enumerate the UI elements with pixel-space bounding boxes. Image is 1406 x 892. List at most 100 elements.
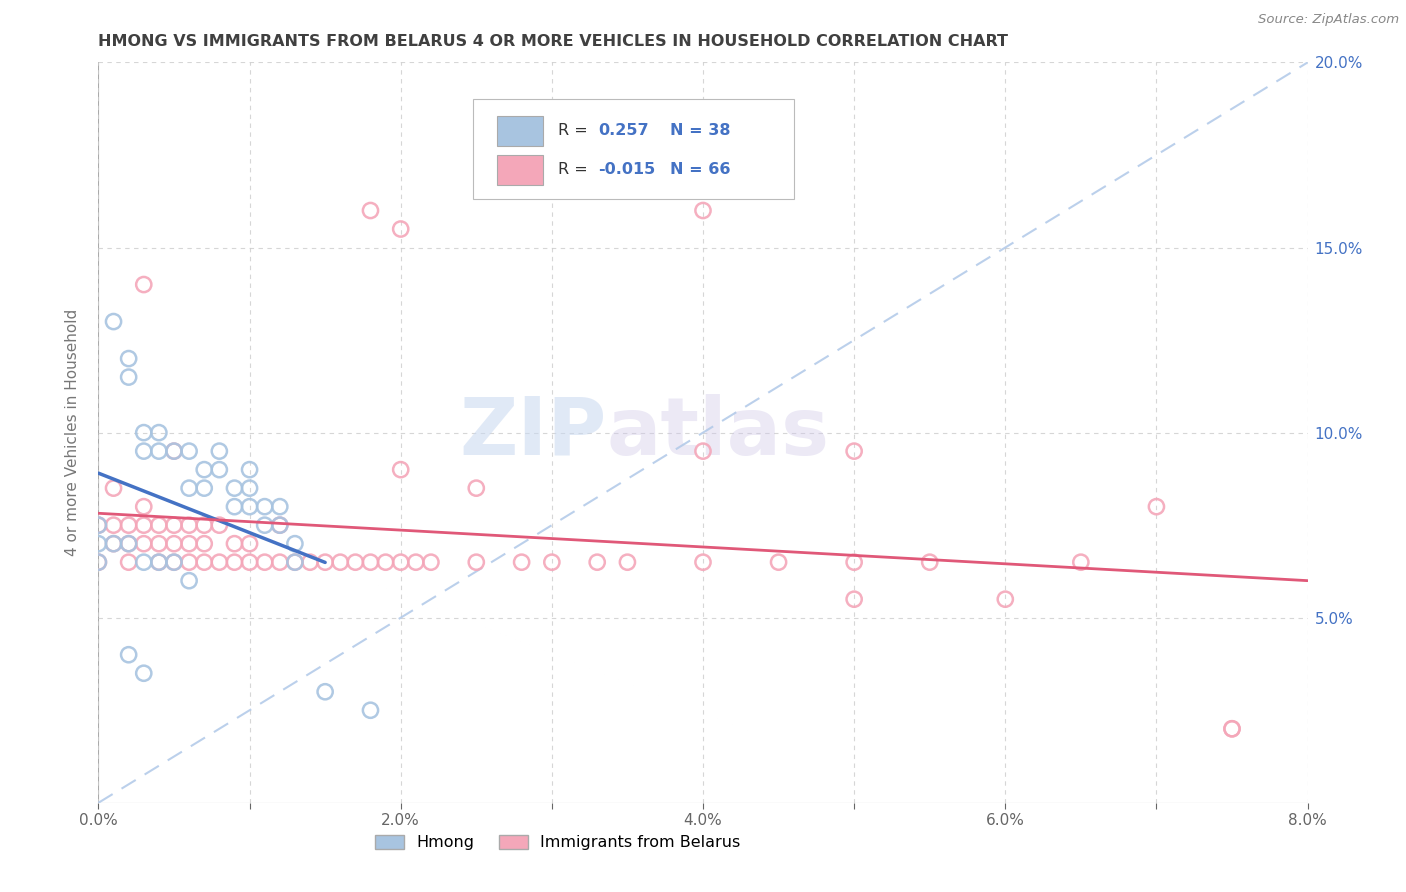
Legend: Hmong, Immigrants from Belarus: Hmong, Immigrants from Belarus [375, 835, 741, 850]
Point [314, 685, 336, 699]
Point [692, 444, 714, 458]
Point [918, 555, 941, 569]
Text: HMONG VS IMMIGRANTS FROM BELARUS 4 OR MORE VEHICLES IN HOUSEHOLD CORRELATION CHA: HMONG VS IMMIGRANTS FROM BELARUS 4 OR MO… [98, 34, 1008, 49]
Point [179, 536, 201, 550]
Y-axis label: 4 or more Vehicles in Household: 4 or more Vehicles in Household [65, 309, 80, 557]
Point [132, 500, 155, 514]
Point [239, 555, 262, 569]
Point [179, 518, 201, 533]
Point [510, 555, 533, 569]
Text: 0.257: 0.257 [598, 123, 648, 138]
Point [163, 518, 186, 533]
Point [1220, 722, 1243, 736]
Point [253, 518, 276, 533]
Point [360, 555, 382, 569]
Point [284, 536, 307, 550]
Point [179, 481, 201, 495]
Point [87, 536, 110, 550]
Point [193, 518, 215, 533]
Point [132, 536, 155, 550]
Text: R =: R = [558, 162, 593, 178]
Point [389, 462, 412, 476]
Point [103, 536, 125, 550]
Point [118, 536, 141, 550]
Point [420, 555, 443, 569]
Text: ZIP: ZIP [458, 393, 606, 472]
Point [239, 462, 262, 476]
Point [360, 703, 382, 717]
Point [87, 555, 110, 569]
Point [389, 555, 412, 569]
Point [844, 444, 866, 458]
Point [163, 555, 186, 569]
Point [103, 536, 125, 550]
Point [224, 555, 246, 569]
Point [118, 648, 141, 662]
Point [224, 481, 246, 495]
Point [208, 518, 231, 533]
Point [132, 277, 155, 292]
Point [253, 500, 276, 514]
Point [179, 444, 201, 458]
Point [465, 555, 488, 569]
Point [284, 555, 307, 569]
Point [103, 314, 125, 328]
Point [163, 536, 186, 550]
Point [163, 444, 186, 458]
Point [1220, 722, 1243, 736]
FancyBboxPatch shape [474, 99, 793, 200]
Point [208, 462, 231, 476]
Point [132, 555, 155, 569]
Point [179, 555, 201, 569]
Point [148, 555, 170, 569]
Point [148, 536, 170, 550]
Point [208, 555, 231, 569]
Point [768, 555, 790, 569]
Text: Source: ZipAtlas.com: Source: ZipAtlas.com [1258, 13, 1399, 27]
Point [344, 555, 367, 569]
Point [193, 555, 215, 569]
Point [193, 462, 215, 476]
Text: N = 38: N = 38 [671, 123, 731, 138]
Point [148, 555, 170, 569]
Point [1146, 500, 1168, 514]
Point [193, 481, 215, 495]
Point [360, 203, 382, 218]
Text: N = 66: N = 66 [671, 162, 731, 178]
Point [118, 536, 141, 550]
Point [239, 536, 262, 550]
Point [118, 518, 141, 533]
Point [132, 425, 155, 440]
Point [329, 555, 352, 569]
Point [208, 444, 231, 458]
Point [118, 351, 141, 366]
Point [405, 555, 427, 569]
Point [224, 536, 246, 550]
Point [118, 370, 141, 384]
Point [844, 555, 866, 569]
Point [314, 555, 336, 569]
Point [540, 555, 562, 569]
Bar [498, 155, 543, 185]
Bar [498, 116, 543, 145]
Point [844, 592, 866, 607]
Point [224, 500, 246, 514]
Point [148, 518, 170, 533]
Point [179, 574, 201, 588]
Point [994, 592, 1017, 607]
Point [87, 555, 110, 569]
Point [389, 222, 412, 236]
Point [269, 500, 291, 514]
Point [87, 518, 110, 533]
Point [103, 481, 125, 495]
Point [103, 518, 125, 533]
Point [239, 481, 262, 495]
Point [87, 518, 110, 533]
Point [269, 518, 291, 533]
Point [616, 555, 638, 569]
Point [374, 555, 396, 569]
Point [163, 555, 186, 569]
Point [1070, 555, 1092, 569]
Text: atlas: atlas [606, 393, 830, 472]
Point [239, 500, 262, 514]
